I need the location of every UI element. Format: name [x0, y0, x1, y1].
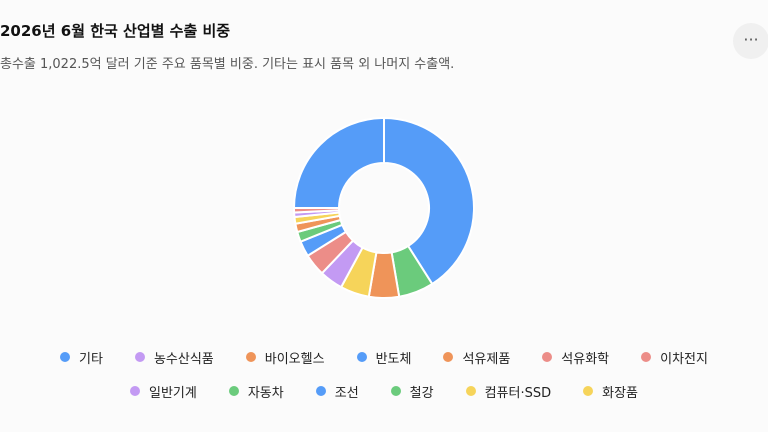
legend-label: 컴퓨터·SSD	[484, 385, 552, 401]
legend-label: 이차전지	[660, 351, 708, 367]
legend-dot-icon	[542, 352, 553, 362]
legend-label: 자동차	[247, 385, 284, 401]
legend-item[interactable]: 농수산식품	[134, 348, 214, 367]
legend-item[interactable]: 컴퓨터·SSD	[465, 382, 552, 401]
donut-slice-12[interactable]	[292, 116, 385, 209]
donut-slice-0[interactable]	[383, 116, 475, 286]
legend-item[interactable]: 화장품	[583, 382, 638, 401]
legend-dot-icon	[130, 386, 140, 396]
more-options-button[interactable]: ···	[733, 23, 768, 59]
legend-label: 석유제품	[462, 351, 511, 367]
legend-dot-icon	[390, 386, 401, 396]
legend-item[interactable]: 일반기계	[130, 382, 197, 401]
legend-dot-icon	[356, 352, 367, 362]
legend-dot-icon	[228, 386, 239, 396]
legend-label: 일반기계	[149, 385, 197, 401]
legend-item[interactable]: 바이오헬스	[245, 348, 325, 367]
chart-title: 2026년 6월 한국 산업별 수출 비중	[0, 22, 231, 40]
legend-dot-icon	[443, 352, 454, 362]
legend-item[interactable]: 철강	[390, 382, 434, 401]
legend-row: 기타 농수산식품 바이오헬스 반도체 석유제품 석유화학 이차전지	[0, 340, 768, 374]
legend-label: 농수산식품	[153, 351, 214, 367]
legend-item[interactable]: 석유화학	[542, 348, 609, 367]
legend-dot-icon	[245, 352, 256, 362]
legend-dot-icon	[315, 386, 326, 396]
legend-dot-icon	[60, 352, 71, 362]
legend-item[interactable]: 기타	[60, 348, 103, 367]
legend-dot-icon	[583, 386, 594, 396]
legend-item[interactable]: 조선	[315, 382, 359, 401]
legend-label: 화장품	[602, 385, 638, 401]
legend-label: 철강	[409, 385, 434, 401]
legend-dot-icon	[465, 386, 476, 396]
legend-item[interactable]: 석유제품	[443, 348, 510, 367]
legend-label: 반도체	[375, 351, 412, 367]
legend-dot-icon	[134, 352, 145, 362]
legend-label: 조선	[334, 385, 359, 401]
legend-label: 바이오헬스	[264, 351, 325, 367]
legend-item[interactable]: 자동차	[228, 382, 284, 401]
legend-row: 일반기계 자동차 조선 철강 컴퓨터·SSD 화장품	[0, 374, 768, 408]
legend-item[interactable]: 반도체	[356, 348, 412, 367]
legend-label: 기타	[79, 351, 103, 367]
legend-label: 석유화학	[561, 351, 610, 367]
legend-dot-icon	[641, 352, 652, 362]
legend-item[interactable]: 이차전지	[641, 348, 708, 367]
chart-subtitle: 총수출 1,022.5억 달러 기준 주요 품목별 비중. 기타는 표시 품목 …	[0, 57, 455, 72]
donut-chart	[292, 116, 475, 299]
